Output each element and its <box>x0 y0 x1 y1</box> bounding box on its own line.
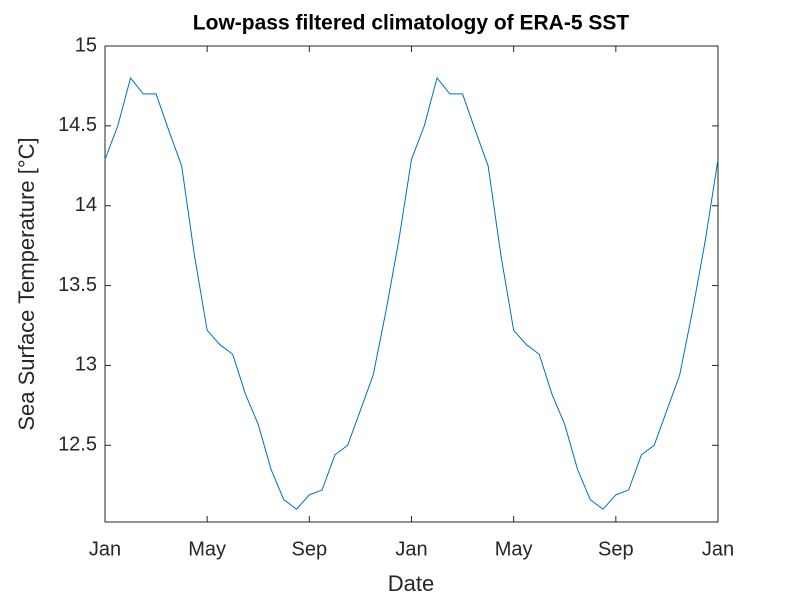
y-tick-label: 12.5 <box>58 434 97 456</box>
x-tick-label: Jan <box>702 538 734 560</box>
x-tick-label: Jan <box>395 538 427 560</box>
x-tick-label: Sep <box>292 538 328 560</box>
x-tick-label: Jan <box>89 538 121 560</box>
y-axis-label: Sea Surface Temperature [°C] <box>14 137 39 430</box>
x-tick-label: May <box>188 538 226 560</box>
data-line <box>104 76 719 510</box>
y-tick-label: 15 <box>75 34 97 56</box>
x-axis-label: Date <box>388 571 434 596</box>
y-tick-label: 14.5 <box>58 114 97 136</box>
y-tick-label: 14 <box>75 194 97 216</box>
chart-title: Low-pass filtered climatology of ERA-5 S… <box>193 12 630 35</box>
y-tick-label: 13 <box>75 354 97 376</box>
x-tick-label: Sep <box>598 538 634 560</box>
x-tick-label: May <box>495 538 533 560</box>
y-tick-label: 13.5 <box>58 274 97 296</box>
